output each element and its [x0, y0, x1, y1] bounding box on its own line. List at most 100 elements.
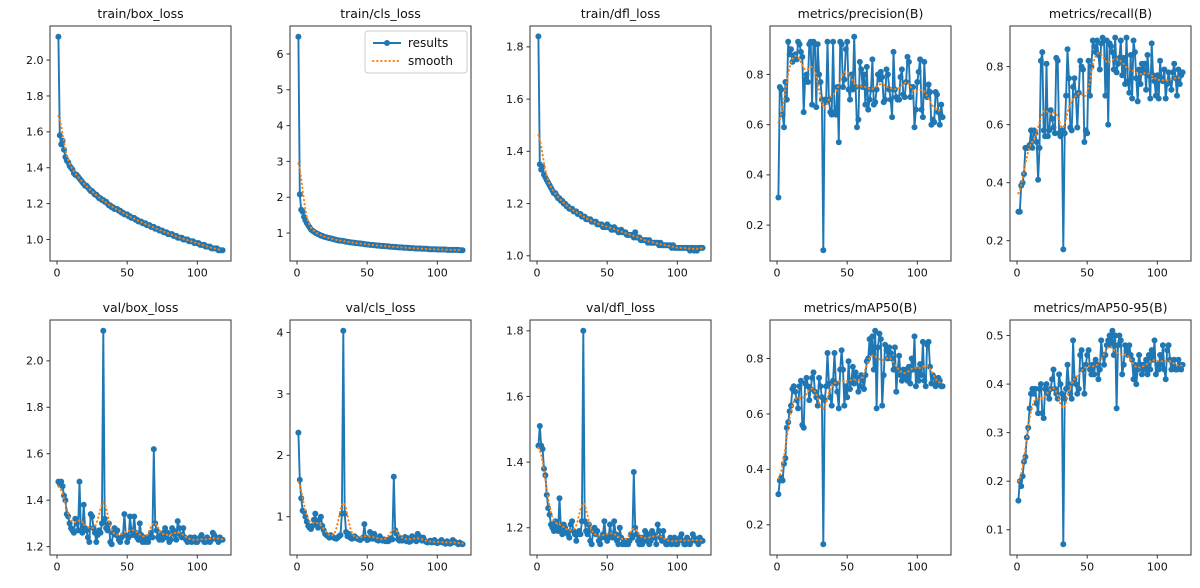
subplot-metrics-precision: metrics/precision(B) 0 50 100 0.2 0.4 0.6 0.8	[720, 0, 960, 294]
results-marker	[1065, 75, 1072, 82]
results-marker	[114, 527, 121, 534]
results-marker	[678, 531, 685, 538]
results-marker	[1161, 66, 1168, 73]
results-marker	[1112, 34, 1119, 41]
plot-train-box-loss: 0 50 100 1.0 1.2 1.4 1.6 1.8 2.0	[26, 25, 232, 280]
results-marker	[1130, 37, 1137, 44]
results-marker	[1081, 390, 1088, 397]
y-tick-label: 2	[277, 191, 284, 204]
results-marker	[845, 86, 852, 93]
results-marker	[653, 541, 660, 548]
subplot-title-val-box-loss: val/box_loss	[102, 300, 179, 315]
results-marker	[104, 527, 111, 534]
results-marker	[911, 333, 918, 340]
results-marker	[1168, 366, 1175, 373]
results-marker	[1157, 57, 1164, 64]
results-marker	[136, 520, 143, 527]
y-tick-label: 0.2	[986, 235, 1004, 248]
results-marker	[108, 541, 115, 548]
results-marker	[1110, 352, 1117, 358]
results-marker	[835, 405, 842, 412]
results-marker	[601, 518, 608, 525]
results-marker	[124, 539, 131, 545]
results-marker	[1033, 400, 1040, 407]
results-marker	[1109, 327, 1116, 334]
results-marker	[93, 539, 100, 545]
results-marker	[1026, 405, 1033, 412]
results-marker	[1036, 385, 1043, 392]
results-marker	[1044, 133, 1051, 140]
results-marker	[939, 383, 946, 390]
y-tick-label: 0.6	[746, 408, 764, 421]
results-marker	[1150, 72, 1157, 79]
results-marker	[1164, 347, 1171, 354]
x-tick-label: 50	[120, 267, 134, 280]
results-marker	[1049, 115, 1056, 122]
results-marker	[1134, 98, 1141, 105]
results-marker	[310, 516, 317, 523]
results-marker	[788, 402, 794, 409]
results-marker	[1157, 352, 1164, 358]
y-tick-label: 4	[277, 119, 284, 132]
results-marker	[1159, 342, 1166, 349]
results-marker	[312, 510, 319, 517]
results-marker	[1151, 337, 1158, 344]
results-marker	[851, 380, 858, 387]
results-marker	[1179, 361, 1186, 368]
results-marker	[58, 478, 65, 485]
axes-box	[529, 319, 712, 556]
results-marker	[1143, 356, 1150, 363]
results-marker	[1117, 337, 1124, 344]
results-marker	[389, 536, 396, 543]
results-marker	[921, 377, 928, 384]
results-marker	[1037, 381, 1044, 388]
results-marker	[879, 402, 886, 409]
results-marker	[639, 541, 646, 548]
results-marker	[174, 518, 181, 525]
results-marker	[896, 352, 903, 359]
y-tick-label: 1.4	[506, 456, 524, 469]
x-tick-label: 0	[534, 561, 541, 574]
results-marker	[1158, 361, 1165, 368]
x-tick-label: 50	[360, 561, 374, 574]
results-marker	[167, 536, 174, 543]
subplot-train-dfl-loss: train/dfl_loss 0 50 100 1.0 1.2 1.4 1.6 1.8	[480, 0, 720, 294]
results-marker	[809, 374, 816, 381]
results-marker	[607, 521, 613, 528]
results-marker	[162, 525, 169, 532]
results-marker	[918, 106, 925, 113]
results-marker	[654, 521, 661, 528]
y-tick-label: 0.8	[746, 352, 764, 365]
results-marker	[1178, 366, 1185, 373]
results-marker	[1095, 376, 1102, 383]
results-marker	[145, 539, 152, 545]
subplot-title-metrics-recall: metrics/recall(B)	[1048, 6, 1153, 21]
results-marker	[615, 541, 622, 548]
results-marker	[911, 124, 918, 131]
results-marker	[1165, 342, 1172, 349]
results-marker	[1046, 127, 1053, 134]
results-marker	[632, 229, 639, 236]
axes-box	[769, 319, 952, 556]
results-marker	[1042, 385, 1049, 392]
results-marker	[1115, 60, 1121, 67]
results-marker	[1136, 66, 1143, 73]
results-marker	[817, 383, 824, 390]
x-tick-label: 100	[907, 267, 928, 280]
results-marker	[1056, 371, 1063, 378]
y-tick-label: 2.0	[26, 54, 44, 67]
results-marker	[828, 402, 835, 409]
results-marker	[1035, 176, 1042, 183]
results-marker	[914, 79, 921, 85]
results-marker	[1141, 60, 1148, 67]
results-marker	[100, 327, 107, 334]
results-marker	[176, 525, 183, 532]
results-marker	[198, 532, 205, 538]
results-marker	[173, 536, 180, 543]
results-marker	[1094, 37, 1100, 44]
results-marker	[778, 86, 785, 93]
results-marker	[824, 38, 831, 45]
results-marker	[831, 350, 838, 356]
results-marker	[1080, 66, 1086, 73]
